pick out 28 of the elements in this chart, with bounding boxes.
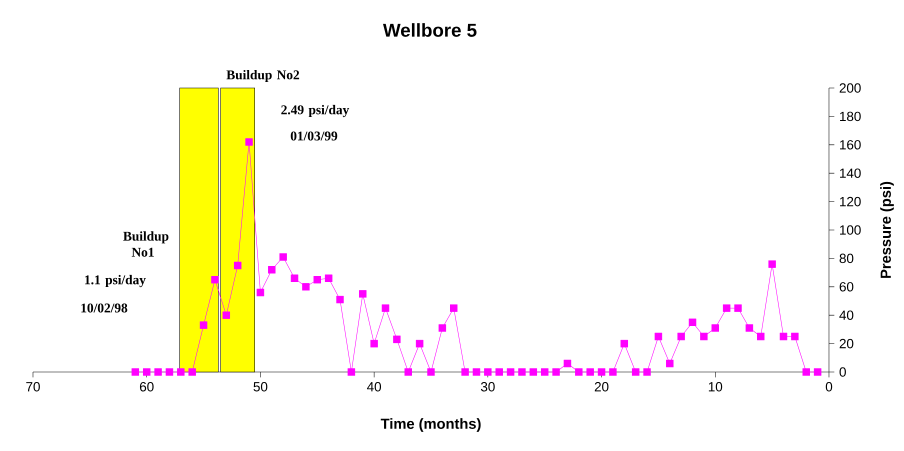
x-tick-label: 50 — [254, 382, 268, 392]
annotation: 2.49 psi/day — [281, 104, 350, 118]
y-tick-label: 80 — [840, 254, 854, 264]
y-tick-label: 60 — [840, 282, 854, 292]
annotation: 10/02/98 — [81, 304, 128, 312]
x-tick-label: 20 — [594, 382, 608, 392]
x-tick-label: 10 — [708, 382, 722, 392]
x-tick-label: 0 — [826, 382, 832, 392]
x-tick-label: 60 — [140, 382, 154, 392]
x-tick-label: 40 — [367, 382, 382, 392]
x-tick-label: 70 — [26, 382, 40, 392]
y-tick-label: 160 — [840, 140, 861, 150]
y-tick-label: 180 — [840, 112, 861, 122]
x-tick-label: 30 — [480, 382, 495, 392]
y-tick-label: 120 — [840, 196, 861, 206]
text: Buildup No2 — [226, 70, 300, 82]
y-tick-label: 200 — [840, 83, 861, 93]
chart-title: Wellbore 5 — [383, 23, 477, 37]
y-tick-label: 20 — [840, 338, 854, 348]
annotation: 1.1 psi/day — [85, 274, 146, 288]
y-tick-label: 140 — [840, 168, 861, 178]
y-tick-label: 0 — [840, 367, 846, 377]
y-tick-label: 40 — [839, 310, 854, 320]
y-axis-title: Pressure (psi) — [880, 182, 894, 278]
x-axis-title: Time (months) — [380, 418, 481, 432]
y-tick-label: 100 — [840, 225, 861, 235]
annotation: 01/03/99 — [290, 132, 338, 140]
annotation: Buildup No1 — [123, 231, 168, 257]
